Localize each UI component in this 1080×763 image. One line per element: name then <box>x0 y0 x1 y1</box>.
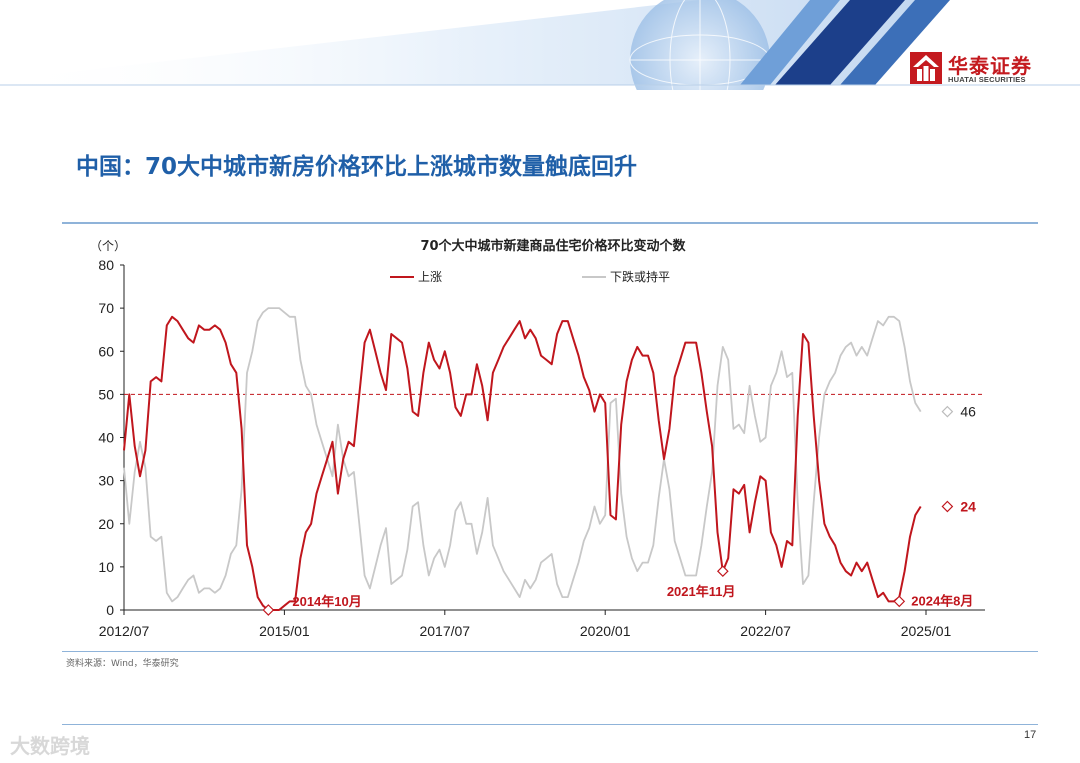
y-tick-label: 10 <box>98 559 114 575</box>
annotation-2014-10: 2014年10月 <box>292 594 361 609</box>
x-tick-label: 2020/01 <box>580 623 631 639</box>
legend-label-rise: 上涨 <box>418 269 442 284</box>
huatai-logo-icon <box>910 52 942 84</box>
marker-2024-08 <box>893 595 906 608</box>
logo-text-en: HUATAI SECURITIES <box>948 75 1026 84</box>
header-decoration <box>0 0 1080 90</box>
series-line-rise <box>123 315 922 611</box>
title-divider <box>62 222 1038 224</box>
annotation-2021-11: 2021年11月 <box>667 584 736 599</box>
y-tick-label: 50 <box>98 386 114 402</box>
x-tick-label: 2015/01 <box>259 623 310 639</box>
source-note: 资料来源：Wind，华泰研究 <box>66 659 179 669</box>
x-tick-label: 2022/07 <box>740 623 791 639</box>
slide-title: 中国：70大中城市新房价格环比上涨城市数量触底回升 <box>76 154 638 180</box>
y-tick-label: 80 <box>98 257 114 273</box>
y-axis-unit: （个） <box>90 239 126 253</box>
y-tick-label: 30 <box>98 473 114 489</box>
y-tick-label: 20 <box>98 516 114 532</box>
marker-2021-11 <box>716 565 729 578</box>
y-tick-label: 60 <box>98 343 114 359</box>
latest-fall-value: 46 <box>960 404 976 420</box>
annotation-2024-08: 2024年8月 <box>911 593 973 608</box>
header-band <box>0 0 1080 90</box>
chart-title: 70个大中城市新建商品住宅价格环比变动个数 <box>420 238 686 254</box>
y-tick-label: 70 <box>98 300 114 316</box>
legend-label-fall: 下跌或持平 <box>610 269 670 284</box>
marker-latest-fall <box>941 405 954 418</box>
huatai-logo: 华泰证券 HUATAI SECURITIES <box>910 50 1050 90</box>
line-chart: 70个大中城市新建商品住宅价格环比变动个数 （个） 上涨 下跌或持平 0 10 20… <box>90 238 985 639</box>
y-tick-label: 0 <box>106 602 114 618</box>
watermark-text: 大数跨境 <box>10 734 90 758</box>
x-tick-label: 2017/07 <box>419 623 470 639</box>
series-line-fall <box>123 307 922 603</box>
latest-rise-value: 24 <box>960 499 976 515</box>
page-number: 17 <box>1024 729 1037 741</box>
marker-2014-10 <box>262 604 275 616</box>
footer-divider <box>62 724 1038 725</box>
y-tick-label: 40 <box>98 430 114 446</box>
x-tick-label: 2025/01 <box>901 623 952 639</box>
x-tick-label: 2012/07 <box>99 623 150 639</box>
logo-text-cn: 华泰证券 <box>948 54 1032 78</box>
marker-latest-rise <box>941 500 954 513</box>
chart-bottom-divider <box>62 651 1038 652</box>
